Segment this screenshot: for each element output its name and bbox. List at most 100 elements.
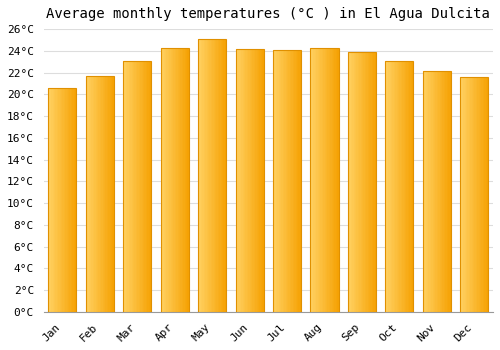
Bar	[58, 88, 59, 312]
Bar	[337, 48, 338, 312]
Bar	[128, 61, 129, 312]
Bar	[51, 88, 52, 312]
Bar	[386, 61, 413, 312]
Bar	[93, 76, 94, 312]
Bar	[140, 61, 141, 312]
Bar	[61, 88, 62, 312]
Bar	[60, 88, 61, 312]
Bar	[75, 88, 76, 312]
Bar	[460, 77, 488, 312]
Bar	[472, 77, 473, 312]
Bar	[65, 88, 66, 312]
Bar	[330, 48, 332, 312]
Bar	[50, 88, 51, 312]
Bar	[102, 76, 104, 312]
Bar	[482, 77, 483, 312]
Bar	[220, 39, 222, 312]
Bar	[372, 52, 373, 312]
Bar	[410, 61, 412, 312]
Bar	[218, 39, 219, 312]
Bar	[298, 50, 300, 312]
Bar	[86, 76, 114, 312]
Bar	[320, 48, 322, 312]
Bar	[143, 61, 144, 312]
Bar	[62, 88, 64, 312]
Bar	[348, 52, 350, 312]
Bar	[70, 88, 71, 312]
Bar	[386, 61, 387, 312]
Bar	[280, 50, 281, 312]
Bar	[424, 71, 426, 312]
Bar	[236, 49, 264, 312]
Bar	[464, 77, 466, 312]
Bar	[336, 48, 337, 312]
Bar	[205, 39, 206, 312]
Bar	[282, 50, 283, 312]
Bar	[180, 48, 182, 312]
Bar	[201, 39, 202, 312]
Bar	[240, 49, 241, 312]
Bar	[210, 39, 211, 312]
Bar	[200, 39, 201, 312]
Bar	[94, 76, 96, 312]
Bar	[172, 48, 174, 312]
Bar	[142, 61, 143, 312]
Bar	[444, 71, 446, 312]
Bar	[483, 77, 484, 312]
Bar	[310, 48, 312, 312]
Bar	[333, 48, 334, 312]
Bar	[486, 77, 487, 312]
Bar	[250, 49, 251, 312]
Bar	[138, 61, 140, 312]
Bar	[244, 49, 246, 312]
Bar	[412, 61, 414, 312]
Bar	[198, 39, 200, 312]
Bar	[176, 48, 178, 312]
Bar	[476, 77, 477, 312]
Bar	[423, 71, 451, 312]
Bar	[364, 52, 365, 312]
Bar	[318, 48, 319, 312]
Bar	[110, 76, 111, 312]
Bar	[242, 49, 244, 312]
Bar	[92, 76, 93, 312]
Bar	[468, 77, 470, 312]
Bar	[164, 48, 165, 312]
Bar	[132, 61, 133, 312]
Bar	[48, 88, 50, 312]
Bar	[288, 50, 290, 312]
Bar	[248, 49, 250, 312]
Bar	[441, 71, 442, 312]
Bar	[129, 61, 130, 312]
Bar	[273, 50, 301, 312]
Bar	[90, 76, 92, 312]
Bar	[96, 76, 97, 312]
Bar	[236, 49, 237, 312]
Bar	[261, 49, 262, 312]
Bar	[310, 48, 338, 312]
Bar	[214, 39, 215, 312]
Bar	[260, 49, 261, 312]
Bar	[401, 61, 402, 312]
Bar	[204, 39, 205, 312]
Bar	[296, 50, 297, 312]
Bar	[388, 61, 390, 312]
Bar	[463, 77, 464, 312]
Bar	[169, 48, 170, 312]
Title: Average monthly temperatures (°C ) in El Agua Dulcita: Average monthly temperatures (°C ) in El…	[46, 7, 490, 21]
Bar	[487, 77, 488, 312]
Bar	[258, 49, 260, 312]
Bar	[400, 61, 401, 312]
Bar	[211, 39, 212, 312]
Bar	[88, 76, 90, 312]
Bar	[98, 76, 100, 312]
Bar	[359, 52, 360, 312]
Bar	[316, 48, 318, 312]
Bar	[405, 61, 406, 312]
Bar	[312, 48, 314, 312]
Bar	[354, 52, 355, 312]
Bar	[215, 39, 216, 312]
Bar	[284, 50, 286, 312]
Bar	[216, 39, 218, 312]
Bar	[183, 48, 184, 312]
